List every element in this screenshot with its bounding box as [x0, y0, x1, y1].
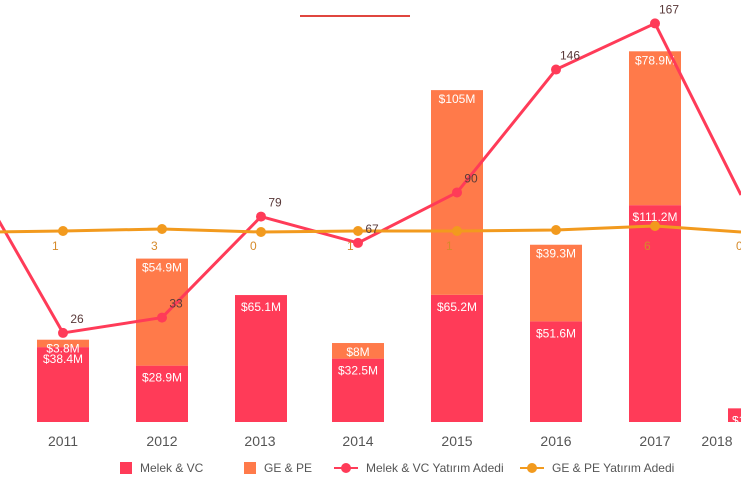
bar-melek-vc [728, 408, 741, 422]
legend-item-melek-vc-yatirim-adedi[interactable]: Melek & VC Yatırım Adedi [334, 461, 504, 475]
point-melek-vc-yatirim-adedi [452, 187, 462, 198]
point-ge-pe-yatirim-adedi [452, 226, 462, 236]
legend-label: Melek & VC [140, 461, 204, 475]
x-tick-label: 2017 [639, 433, 670, 449]
point-label-ge-pe-yatirim-adedi: 1 [347, 239, 354, 253]
point-ge-pe-yatirim-adedi [353, 226, 363, 236]
bar-ge-pe [136, 258, 188, 366]
bar-ge-pe [37, 339, 89, 348]
legend-item-ge-pe-yatirim-adedi[interactable]: GE & PE Yatırım Adedi [520, 461, 674, 475]
bar-melek-vc [530, 321, 582, 422]
point-label-melek-vc-yatirim-adedi: 67 [365, 222, 379, 236]
legend: Melek & VC GE & PE Melek & VC Yatırım Ad… [0, 458, 741, 480]
legend-swatch [120, 462, 132, 474]
bar-label-ge-pe: $78.9M [635, 53, 675, 67]
point-ge-pe-yatirim-adedi [58, 226, 68, 236]
point-label-melek-vc-yatirim-adedi: 79 [268, 196, 282, 210]
point-label-ge-pe-yatirim-adedi: 1 [52, 239, 59, 253]
point-label-melek-vc-yatirim-adedi: 167 [659, 2, 679, 16]
legend-item-melek-vc[interactable]: Melek & VC [120, 461, 203, 475]
point-label-melek-vc-yatirim-adedi: 26 [70, 312, 84, 326]
legend-swatch [520, 462, 544, 474]
point-label-ge-pe-yatirim-adedi: 3 [151, 239, 158, 253]
point-label-ge-pe-yatirim-adedi: 6 [644, 239, 651, 253]
legend-item-ge-pe[interactable]: GE & PE [244, 461, 312, 475]
bar-melek-vc [37, 347, 89, 422]
point-label-ge-pe-yatirim-adedi: 0 [736, 239, 741, 253]
bar-label-melek-vc: $65.2M [437, 300, 477, 314]
legend-swatch [244, 462, 256, 474]
bar-label-melek-vc: $38.4M [43, 352, 83, 366]
x-tick-label: 2011 [48, 433, 78, 449]
point-melek-vc-yatirim-adedi [157, 312, 167, 323]
bar-ge-pe [332, 343, 384, 359]
bar-label-ge-pe: $39.3M [536, 247, 576, 261]
bar-melek-vc [629, 205, 681, 422]
legend-label: GE & PE Yatırım Adedi [552, 461, 675, 475]
bar-melek-vc [332, 358, 384, 422]
x-tick-label: 2013 [244, 433, 275, 449]
bar-label-ge-pe: $8M [346, 345, 369, 359]
point-ge-pe-yatirim-adedi [256, 227, 266, 237]
point-label-melek-vc-yatirim-adedi: 90 [464, 171, 478, 185]
point-label-ge-pe-yatirim-adedi: 1 [446, 239, 453, 253]
bars: $38.4M$3.8M $28.9M $54.9M $65.1M $32.5M $8M $6… [37, 51, 741, 427]
bar-melek-vc [431, 294, 483, 422]
point-melek-vc-yatirim-adedi [650, 18, 660, 29]
point-melek-vc-yatirim-adedi [551, 64, 561, 75]
bar-ge-pe [530, 244, 582, 322]
point-label-melek-vc-yatirim-adedi: 33 [169, 297, 183, 311]
legend-label: GE & PE [264, 461, 313, 475]
x-axis-ticks: 2011 2012 2013 2014 2015 2016 2017 2018 [48, 433, 733, 449]
bar-ge-pe [629, 51, 681, 206]
bar-label-ge-pe: $105M [439, 92, 476, 106]
point-melek-vc-yatirim-adedi [353, 237, 363, 248]
bar-label-melek-vc: $32.5M [338, 364, 378, 378]
bar-label-melek-vc: $1 [732, 413, 741, 427]
point-melek-vc-yatirim-adedi [58, 327, 68, 338]
bar-label-ge-pe: $3.8M [46, 342, 79, 356]
point-melek-vc-yatirim-adedi [256, 211, 266, 222]
x-tick-label: 2015 [441, 433, 472, 449]
x-tick-label: 2012 [146, 433, 177, 449]
x-tick-label: 2016 [540, 433, 571, 449]
bar-label-melek-vc: $65.1M [241, 300, 281, 314]
point-label-ge-pe-yatirim-adedi: 0 [250, 239, 257, 253]
bar-melek-vc [235, 295, 287, 422]
lines: 1 3 0 1 1 6 0 26 33 79 67 90 146 167 [0, 2, 741, 338]
bar-label-melek-vc: $28.9M [142, 371, 182, 385]
x-tick-label: 2018 [701, 433, 732, 449]
point-ge-pe-yatirim-adedi [157, 224, 167, 234]
legend-swatch [334, 462, 358, 474]
x-tick-label: 2014 [342, 433, 373, 449]
legend-label: Melek & VC Yatırım Adedi [366, 461, 504, 475]
bar-melek-vc [136, 365, 188, 422]
point-ge-pe-yatirim-adedi [650, 221, 660, 231]
point-ge-pe-yatirim-adedi [551, 225, 561, 235]
bar-label-ge-pe: $54.9M [142, 261, 182, 275]
point-label-melek-vc-yatirim-adedi: 146 [560, 49, 580, 63]
bar-label-melek-vc: $111.2M [633, 210, 678, 224]
bar-label-melek-vc: $51.6M [536, 326, 576, 340]
